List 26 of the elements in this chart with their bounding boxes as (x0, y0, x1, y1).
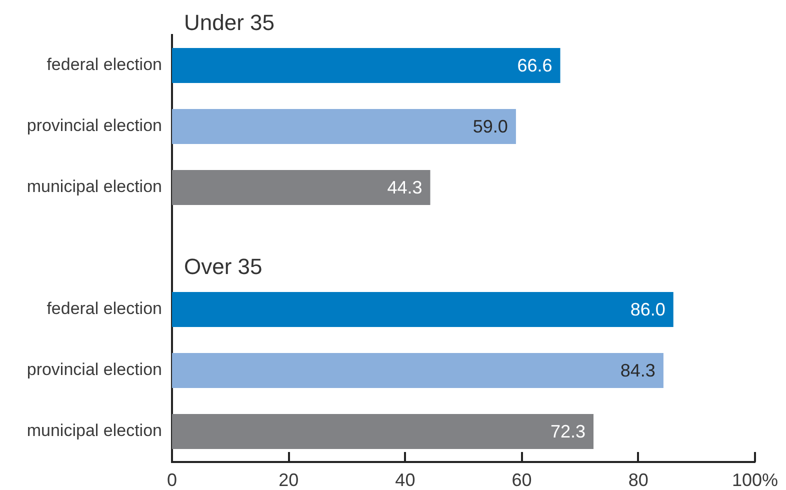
bar (172, 292, 674, 328)
y-tick-label: federal election (46, 55, 162, 74)
y-tick-label: federal election (46, 299, 162, 318)
bar (172, 48, 560, 84)
x-tick-label: 80 (628, 470, 648, 490)
annotation: Over 35 (184, 254, 262, 280)
annotation: Under 35 (184, 10, 275, 36)
data-label: 84.3 (620, 360, 656, 380)
x-tick-label: 0 (166, 470, 178, 490)
y-tick-label: municipal election (26, 177, 162, 196)
data-label: 72.3 (550, 421, 586, 442)
x-tick-label: 60 (512, 470, 532, 490)
x-tick-label: 100% (732, 470, 778, 490)
bar (172, 108, 516, 144)
data-label: 86.0 (630, 299, 666, 320)
bar (172, 414, 594, 450)
data-label: 59.0 (472, 116, 508, 136)
x-tick-label: 40 (395, 470, 416, 490)
y-tick-label: provincial election (26, 360, 162, 380)
bar (172, 352, 664, 388)
x-tick-label: 20 (278, 470, 299, 490)
data-label: 44.3 (387, 177, 422, 198)
data-label: 66.6 (517, 55, 552, 76)
bar (172, 170, 430, 206)
y-tick-label: municipal election (26, 421, 162, 440)
y-tick-label: provincial election (26, 116, 162, 136)
